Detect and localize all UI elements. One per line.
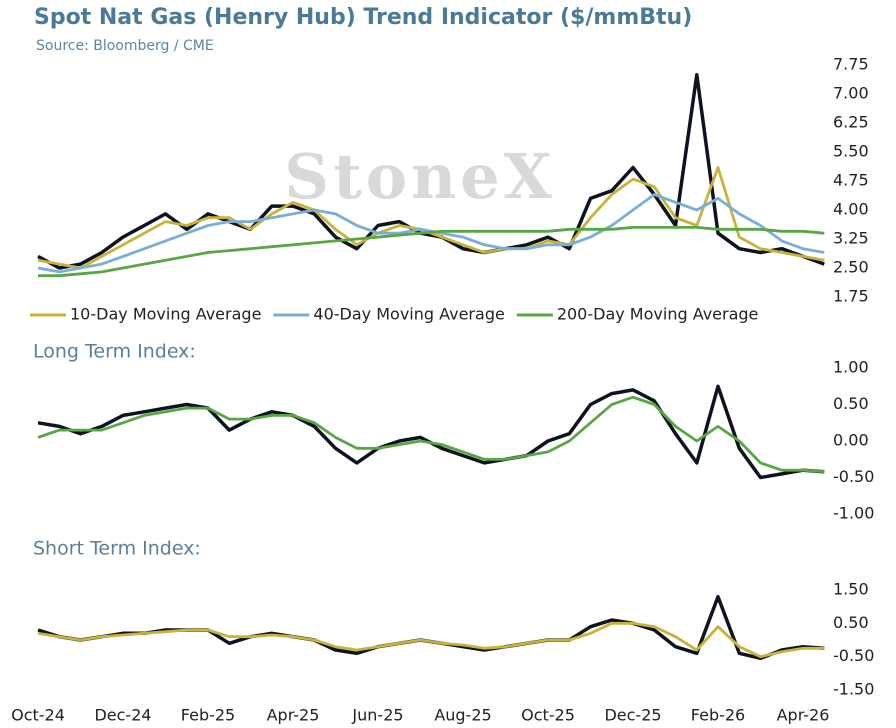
chart-title: Spot Nat Gas (Henry Hub) Trend Indicator… xyxy=(34,5,692,30)
y-tick-label: 0.00 xyxy=(833,431,869,450)
panel-title: Short Term Index: xyxy=(33,538,201,560)
y-tick-label: 6.25 xyxy=(833,113,869,132)
series-line xyxy=(37,594,825,661)
chart-subtitle: Source: Bloomberg / CME xyxy=(36,38,214,54)
y-tick-label: 4.00 xyxy=(833,200,869,219)
y-tick-label: 7.75 xyxy=(833,55,869,74)
y-tick-label: 7.00 xyxy=(833,84,869,103)
x-tick-label: Jun-25 xyxy=(351,706,403,725)
y-tick-label: 2.50 xyxy=(833,258,869,277)
series-line xyxy=(37,621,825,659)
x-tick-label: Feb-25 xyxy=(181,706,235,725)
y-tick-label: 1.75 xyxy=(833,287,869,306)
x-tick-label: Feb-26 xyxy=(691,706,745,725)
x-tick-label: Oct-25 xyxy=(521,706,575,725)
x-tick-label: Apr-25 xyxy=(267,706,320,725)
y-tick-label: 3.25 xyxy=(833,229,869,248)
y-tick-label: 5.50 xyxy=(833,142,869,161)
legend-label: 200-Day Moving Average xyxy=(557,305,759,324)
y-tick-label: -1.00 xyxy=(833,504,874,523)
series-line xyxy=(37,72,825,270)
series-line xyxy=(38,226,825,278)
x-tick-label: Oct-24 xyxy=(11,706,65,725)
y-tick-label: -0.50 xyxy=(833,467,874,486)
legend-label: 40-Day Moving Average xyxy=(313,305,504,324)
series-line xyxy=(37,395,825,474)
x-tick-label: Dec-25 xyxy=(604,706,661,725)
y-tick-label: 0.50 xyxy=(833,613,869,632)
x-tick-label: Dec-24 xyxy=(94,706,151,725)
y-tick-label: 1.00 xyxy=(833,358,869,377)
y-tick-label: -0.50 xyxy=(833,646,874,665)
panel-title: Long Term Index: xyxy=(33,341,196,363)
series-line xyxy=(37,384,825,480)
y-tick-label: 1.50 xyxy=(833,580,869,599)
y-tick-label: 0.50 xyxy=(833,394,869,413)
x-tick-label: Aug-25 xyxy=(434,706,491,725)
x-tick-label: Apr-26 xyxy=(777,706,830,725)
y-tick-label: 4.75 xyxy=(833,171,869,190)
y-tick-label: -1.50 xyxy=(833,680,874,699)
watermark: StoneX xyxy=(284,140,555,213)
legend-label: 10-Day Moving Average xyxy=(70,305,261,324)
